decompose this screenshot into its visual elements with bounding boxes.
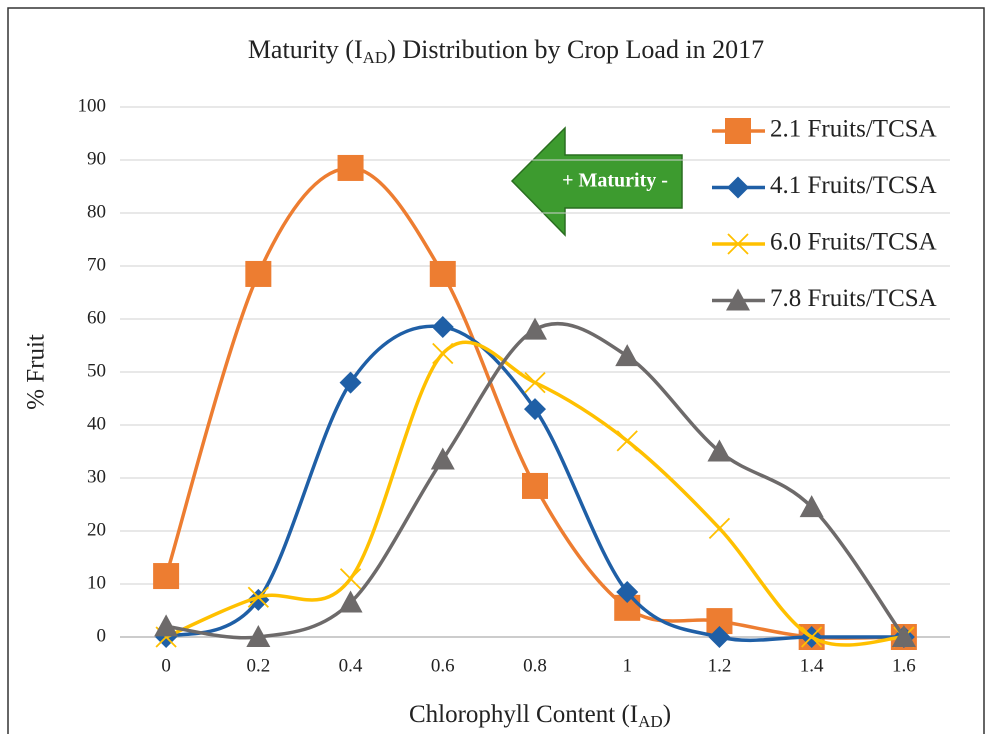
marker [726,288,750,311]
marker [799,495,824,518]
annotation-arrow: + Maturity - [510,126,683,237]
x-tick-label: 1.4 [800,655,824,676]
y-tick-label: 80 [87,201,106,222]
marker [524,371,546,394]
marker [431,315,454,338]
series [154,317,916,647]
y-tick-label: 0 [97,625,107,646]
marker [153,563,180,590]
marker [727,233,749,255]
marker [522,472,548,499]
x-tick-label: 0.6 [431,655,455,676]
marker [338,590,363,613]
x-label-text: ) [663,701,671,728]
x-tick-label: 0.4 [339,655,363,676]
x-axis-label: Chlorophyll Content (IAD) [409,701,671,731]
x-label-text: Chlorophyll Content (I [409,701,638,728]
x-tick-label: 0.8 [523,655,547,676]
legend-entry: 6.0 Fruits/TCSA [712,229,937,256]
legend-entry: 4.1 Fruits/TCSA [712,172,937,199]
marker [432,342,454,365]
marker [247,586,269,608]
x-label-subscript: AD [638,712,663,731]
marker [245,260,272,287]
marker [523,317,547,340]
marker [339,568,362,590]
x-tick-label: 0 [161,655,171,676]
x-tick-label: 1 [622,655,632,676]
legend-entry: 7.8 Fruits/TCSA [712,285,937,312]
marker [708,517,731,539]
y-tick-label: 70 [87,254,106,275]
series-line [165,324,904,643]
marker [727,176,749,199]
title-text: Maturity (I [248,35,363,64]
y-tick-label: 20 [87,519,106,540]
y-tick-label: 40 [87,413,106,434]
annotation: + Maturity - [562,170,668,192]
y-tick-label: 60 [87,307,106,328]
chart-title: Maturity (IAD) Distribution by Crop Load… [248,35,764,67]
series-line [165,340,904,647]
title-text: ) Distribution by Crop Load in 2017 [387,35,764,64]
x-tick-label: 0.2 [246,655,270,676]
legend-label: 2.1 Fruits/TCSA [770,116,937,143]
y-tick-label: 50 [87,360,106,381]
marker [429,260,456,287]
legend-entry: 2.1 Fruits/TCSA [712,116,937,144]
y-tick-label: 10 [87,572,106,593]
marker [430,447,455,470]
legend-label: 7.8 Fruits/TCSA [770,285,937,312]
marker [615,344,640,367]
y-tick-label: 90 [87,148,106,169]
marker [708,626,731,648]
marker [246,625,271,647]
marker [337,154,364,181]
x-tick-label: 1.6 [892,655,916,676]
y-axis-label: % Fruit [23,334,50,410]
marker [154,614,179,637]
legend-label: 6.0 Fruits/TCSA [770,229,937,256]
x-tick-label: 1.2 [708,655,732,676]
title-subscript: AD [363,48,388,67]
arrow-shape [510,126,683,237]
y-tick-label: 100 [78,95,107,116]
marker [524,398,546,421]
legend-label: 4.1 Fruits/TCSA [770,172,937,199]
y-tick-label: 30 [87,466,106,487]
marker [891,625,916,647]
marker [616,580,639,603]
marker [801,626,823,648]
marker [707,439,732,462]
marker [339,371,362,394]
marker [725,118,751,144]
marker [616,430,638,452]
